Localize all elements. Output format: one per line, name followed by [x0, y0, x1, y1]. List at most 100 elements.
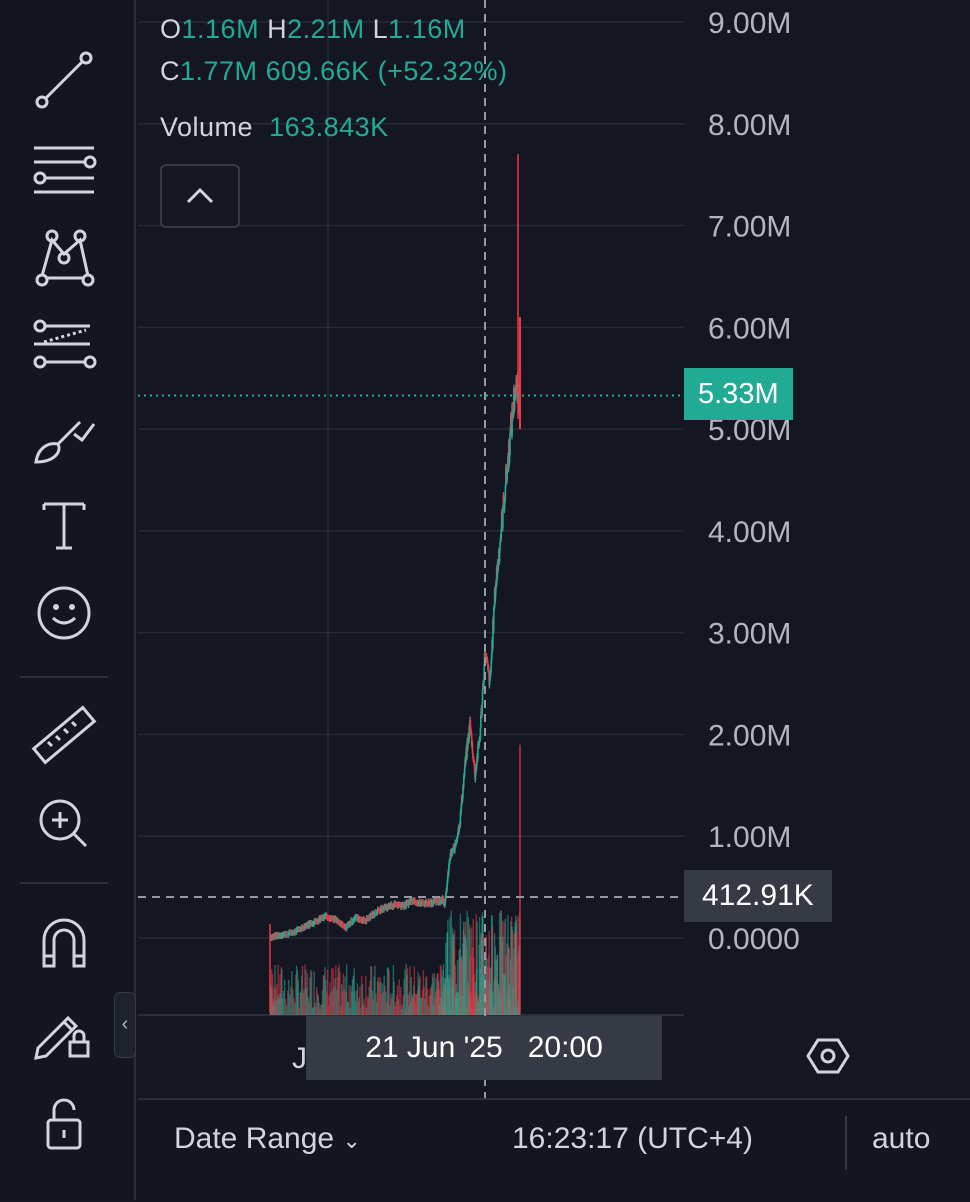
candle-body: [513, 397, 516, 410]
volume-bar: [359, 986, 361, 1015]
volume-bar: [467, 917, 470, 1015]
volume-bar: [398, 979, 400, 1015]
volume-bar: [348, 985, 350, 1015]
volume-bar: [439, 964, 442, 1015]
candle-body: [370, 914, 372, 918]
volume-bar: [404, 969, 406, 1015]
volume-bar: [466, 910, 468, 1015]
candle-body: [401, 904, 404, 906]
volume-bar: [317, 995, 320, 1015]
volume-bar: [290, 986, 292, 1015]
y-tick-label: 6.00M: [708, 312, 791, 345]
candle-body: [400, 905, 403, 908]
volume-bar: [355, 1000, 357, 1015]
candle-body: [381, 908, 384, 910]
volume-bar: [273, 987, 275, 1015]
volume-bar: [277, 964, 279, 1015]
collapse-legend-button[interactable]: [160, 164, 240, 228]
volume-bar: [390, 998, 393, 1015]
volume-bar: [427, 1005, 430, 1015]
volume-bar: [378, 982, 380, 1015]
y-tick-label: 3.00M: [708, 618, 791, 651]
pattern-icon[interactable]: [24, 224, 104, 294]
candle-body: [422, 902, 425, 904]
settings-icon[interactable]: [806, 1034, 850, 1078]
candle-body: [462, 776, 465, 788]
magnet-icon[interactable]: [24, 906, 104, 976]
trend-line-icon[interactable]: [24, 44, 104, 114]
lock-drawing-icon[interactable]: [24, 996, 104, 1066]
volume-bar: [316, 992, 319, 1015]
candle-body: [365, 921, 367, 923]
candle-body: [435, 899, 438, 903]
candle-body: [287, 932, 290, 935]
y-tick-label: 7.00M: [708, 211, 791, 244]
y-tick-label: 9.00M: [708, 7, 791, 40]
candle-body: [361, 920, 364, 922]
timezone-clock[interactable]: 16:23:17 (UTC+4): [512, 1122, 753, 1155]
candle-body: [474, 773, 477, 780]
volume-bar: [350, 991, 353, 1015]
volume-bar: [328, 995, 330, 1015]
candle-body: [326, 917, 329, 919]
volume-bar: [296, 970, 299, 1015]
auto-scale-button[interactable]: auto: [872, 1122, 931, 1155]
volume-bar: [413, 966, 416, 1015]
volume-bar: [301, 965, 304, 1015]
volume-bar: [388, 970, 390, 1015]
volume-bar: [340, 1005, 342, 1015]
volume-bar: [395, 1001, 397, 1015]
volume-bar: [460, 958, 462, 1015]
y-tick-label: 4.00M: [708, 516, 791, 549]
candle-body: [359, 918, 361, 920]
volume-bar: [310, 969, 312, 1015]
candle-body: [378, 909, 380, 912]
volume-bar: [465, 938, 467, 1015]
volume-bar: [402, 995, 405, 1015]
candle-body: [494, 593, 497, 602]
text-icon[interactable]: [24, 490, 104, 560]
zoom-in-icon[interactable]: [24, 788, 104, 858]
candle-body: [514, 389, 517, 397]
candle-body: [426, 903, 429, 905]
crosshair-time-tag: 21 Jun '25 20:00: [306, 1016, 662, 1080]
ruler-icon[interactable]: [24, 700, 104, 770]
volume-bar: [387, 967, 390, 1015]
volume-bar: [318, 1002, 320, 1015]
volume-bar: [424, 998, 426, 1015]
candle-body: [362, 918, 365, 921]
volume-bar: [382, 991, 385, 1015]
volume-bar: [400, 987, 402, 1015]
volume-bar: [341, 991, 344, 1015]
price-chart[interactable]: 9.00M8.00M7.00M6.00M5.00M4.00M3.00M2.00M…: [0, 0, 970, 1100]
unlock-icon[interactable]: [24, 1090, 104, 1160]
collapse-toolbar-button[interactable]: ‹: [114, 992, 136, 1058]
date-range-button[interactable]: Date Range ⌄: [174, 1122, 361, 1156]
volume-bar: [334, 978, 336, 1015]
candle-body: [379, 911, 381, 913]
fib-projection-icon[interactable]: [24, 312, 104, 382]
candle-body: [385, 906, 388, 909]
horizontal-lines-icon[interactable]: [24, 134, 104, 204]
volume-bar: [333, 986, 335, 1015]
candle-body: [389, 906, 391, 908]
volume-bar: [367, 998, 370, 1015]
candle-body: [349, 923, 351, 925]
candle-body: [333, 918, 335, 921]
volume-bar: [314, 1002, 316, 1015]
candle-body: [348, 923, 350, 925]
volume-bar: [381, 983, 384, 1015]
volume-bar: [345, 964, 348, 1015]
candle-body: [376, 909, 379, 913]
volume-bar: [389, 1005, 391, 1015]
volume-bar: [336, 977, 339, 1015]
brush-icon[interactable]: [24, 404, 104, 474]
candle-body: [320, 917, 323, 919]
volume-bar: [323, 975, 325, 1015]
volume-bar: [337, 967, 340, 1015]
x-axis-label: J: [292, 1042, 307, 1075]
emoji-icon[interactable]: [24, 578, 104, 648]
volume-bar: [349, 1008, 351, 1015]
candle-body: [343, 925, 345, 928]
volume-bar: [385, 991, 387, 1015]
